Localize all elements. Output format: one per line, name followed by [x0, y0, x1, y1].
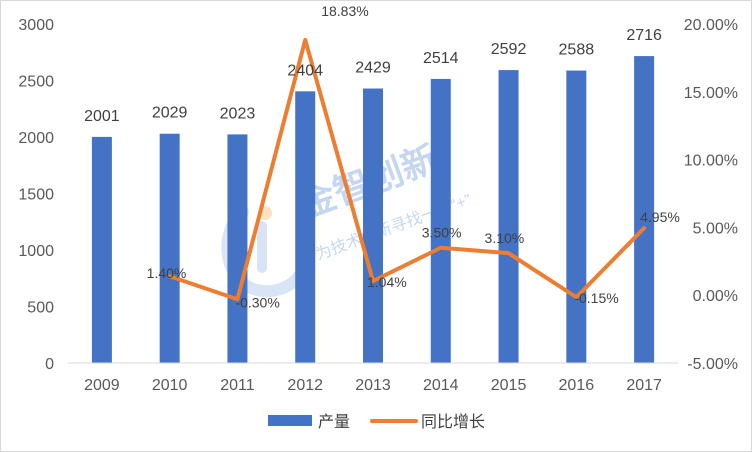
bar-data-label: 2588	[559, 42, 595, 59]
left-axis-tick-label: 2000	[18, 130, 54, 147]
line-data-labels: 1.40% -0.30% 18.83% 1.04% 3.50% 3.10% -0.15% 4.…	[147, 3, 680, 310]
x-axis-tick-label: 2015	[491, 377, 527, 394]
legend-swatch-bar	[268, 415, 312, 426]
line-data-label: 1.04%	[367, 274, 407, 290]
growth-line	[167, 37, 647, 302]
left-axis-tick-label: 0	[45, 356, 54, 373]
bar-data-label: 2429	[355, 60, 391, 77]
line-data-label: -0.30%	[235, 294, 279, 310]
right-axis-tick-label: 0.00%	[693, 288, 738, 305]
left-axis-tick-label: 1000	[18, 243, 54, 260]
bar	[430, 78, 451, 363]
line-data-label: -0.15%	[574, 290, 618, 306]
legend-label-line: 同比增长	[421, 413, 485, 431]
x-axis-ticks: 2009 2010 2011 2012 2013 2014 2015 2016 2017	[84, 377, 662, 394]
x-axis-tick-label: 2014	[423, 377, 459, 394]
line-data-label: 3.50%	[422, 225, 462, 241]
legend: 产量 同比增长	[268, 413, 485, 431]
line-series	[167, 37, 647, 302]
right-axis-tick-label: 5.00%	[693, 220, 738, 237]
bar-data-label: 2023	[220, 105, 256, 122]
left-axis-tick-label: 3000	[18, 17, 54, 34]
bar-data-labels: 2001 2029 2023 2404 2429 2514 2592 2588 2716	[84, 27, 662, 125]
legend-label-bar: 产量	[318, 413, 350, 431]
bar	[634, 56, 655, 363]
bar	[91, 136, 112, 363]
bar	[159, 133, 180, 363]
x-axis-tick-label: 2017	[626, 377, 662, 394]
x-axis-tick-label: 2010	[152, 377, 188, 394]
bar	[295, 91, 316, 364]
x-axis-tick-label: 2012	[287, 377, 323, 394]
bar-data-label: 2592	[491, 41, 527, 58]
x-axis-tick-label: 2009	[84, 377, 120, 394]
left-axis-tick-label: 2500	[18, 74, 54, 91]
left-axis-tick-label: 500	[27, 300, 54, 317]
line-data-label: 1.40%	[147, 265, 187, 281]
bar	[566, 70, 587, 363]
left-axis-ticks: 0 500 1000 1500 2000 2500 3000	[18, 17, 54, 373]
bar	[227, 134, 248, 363]
right-axis-tick-label: -5.00%	[687, 356, 738, 373]
right-axis-tick-label: 10.00%	[684, 153, 738, 170]
x-axis-tick-label: 2011	[220, 377, 255, 394]
bar-data-label: 2716	[626, 27, 662, 44]
line-data-label: 18.83%	[321, 3, 368, 19]
right-axis-tick-label: 15.00%	[684, 85, 738, 102]
line-data-label: 4.95%	[640, 209, 680, 225]
bar-data-label: 2514	[423, 50, 459, 67]
bar-data-label: 2404	[287, 62, 323, 79]
bar-data-label: 2001	[84, 108, 120, 125]
bar	[363, 88, 383, 363]
bar	[498, 70, 519, 363]
x-axis-tick-label: 2013	[355, 377, 391, 394]
bar-data-label: 2029	[152, 105, 188, 122]
x-axis-tick-label: 2016	[559, 377, 595, 394]
line-data-label: 3.10%	[485, 230, 525, 246]
right-axis-ticks: -5.00% 0.00% 5.00% 10.00% 15.00% 20.00%	[684, 17, 738, 373]
right-axis-tick-label: 20.00%	[684, 17, 738, 34]
left-axis-tick-label: 1500	[18, 187, 54, 204]
